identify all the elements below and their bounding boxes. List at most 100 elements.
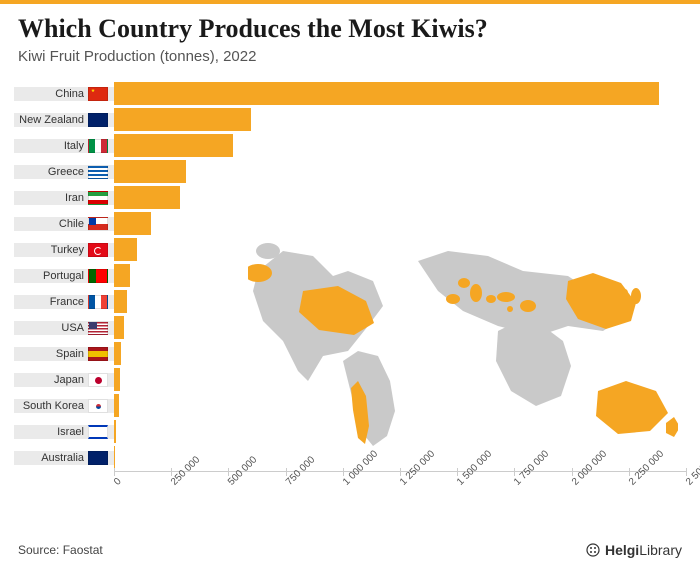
country-name: Japan (54, 374, 84, 386)
bar (114, 108, 251, 131)
flag-icon (88, 217, 108, 231)
bar-row: Spain (14, 341, 686, 366)
bar-row: Greece (14, 159, 686, 184)
bar (114, 186, 180, 209)
x-tick (343, 468, 344, 476)
flag-icon (88, 373, 108, 387)
bar (114, 316, 124, 339)
country-name: South Korea (23, 400, 84, 412)
x-tick (171, 468, 172, 476)
bar (114, 134, 233, 157)
flag-icon (88, 321, 108, 335)
flag-icon (88, 165, 108, 179)
x-tick (286, 468, 287, 476)
row-label: Spain (14, 347, 114, 361)
bar (114, 342, 121, 365)
country-name: Chile (59, 218, 84, 230)
bar-track (114, 341, 686, 366)
country-name: Israel (57, 426, 84, 438)
row-label: Turkey (14, 243, 114, 257)
flag-icon (88, 425, 108, 439)
country-name: Portugal (43, 270, 84, 282)
bar (114, 368, 120, 391)
row-label: Portugal (14, 269, 114, 283)
bar-row: Israel (14, 419, 686, 444)
country-name: USA (61, 322, 84, 334)
flag-icon (88, 113, 108, 127)
bar-track (114, 263, 686, 288)
flag-icon (88, 347, 108, 361)
bar-track (114, 393, 686, 418)
chart-title: Which Country Produces the Most Kiwis? (18, 14, 682, 44)
bar-track (114, 367, 686, 392)
bar (114, 290, 127, 313)
flag-icon (88, 295, 108, 309)
bar-track (114, 81, 686, 106)
bar (114, 212, 151, 235)
row-label: Chile (14, 217, 114, 231)
bar-track (114, 133, 686, 158)
x-tick (457, 468, 458, 476)
bar-track (114, 159, 686, 184)
bar (114, 446, 115, 469)
country-name: New Zealand (19, 114, 84, 126)
bar (114, 420, 116, 443)
bar-row: New Zealand (14, 107, 686, 132)
logo-icon (585, 542, 601, 558)
row-label: Israel (14, 425, 114, 439)
bar (114, 160, 186, 183)
flag-icon (88, 139, 108, 153)
bar-rows: China New Zealand Italy Greece Iran Chile Turk… (14, 81, 686, 470)
bar-track (114, 211, 686, 236)
bar-row: Japan (14, 367, 686, 392)
row-label: China (14, 87, 114, 101)
bar (114, 264, 130, 287)
bar-track (114, 107, 686, 132)
country-name: Italy (64, 140, 84, 152)
flag-icon (88, 269, 108, 283)
bar-track (114, 419, 686, 444)
logo: HelgiLibrary (585, 542, 682, 558)
bar-track (114, 315, 686, 340)
bar-row: Turkey (14, 237, 686, 262)
row-label: Iran (14, 191, 114, 205)
flag-icon (88, 243, 108, 257)
bar-row: Italy (14, 133, 686, 158)
country-name: Iran (65, 192, 84, 204)
country-name: Australia (41, 452, 84, 464)
x-tick-label: 0 (112, 476, 124, 488)
bar-row: USA (14, 315, 686, 340)
country-name: France (50, 296, 84, 308)
bar-row: France (14, 289, 686, 314)
flag-icon (88, 191, 108, 205)
bar-row: South Korea (14, 393, 686, 418)
bar-track (114, 237, 686, 262)
chart-subtitle: Kiwi Fruit Production (tonnes), 2022 (18, 48, 682, 65)
country-name: China (55, 88, 84, 100)
x-tick (629, 468, 630, 476)
row-label: Australia (14, 451, 114, 465)
bar (114, 394, 119, 417)
flag-icon (88, 399, 108, 413)
row-label: New Zealand (14, 113, 114, 127)
flag-icon (88, 451, 108, 465)
bar (114, 238, 137, 261)
bar-row: Iran (14, 185, 686, 210)
x-tick (572, 468, 573, 476)
row-label: Greece (14, 165, 114, 179)
country-name: Spain (56, 348, 84, 360)
bar-track (114, 185, 686, 210)
x-axis: 0250 000500 000750 0001 000 0001 250 000… (114, 471, 686, 521)
x-tick (686, 468, 687, 476)
bar-row: Chile (14, 211, 686, 236)
bar (114, 82, 659, 105)
bar-row: China (14, 81, 686, 106)
flag-icon (88, 87, 108, 101)
row-label: Japan (14, 373, 114, 387)
row-label: South Korea (14, 399, 114, 413)
chart-area: China New Zealand Italy Greece Iran Chile Turk… (14, 81, 686, 493)
country-name: Turkey (51, 244, 84, 256)
footer: Source: Faostat HelgiLibrary (18, 542, 682, 558)
logo-text: HelgiLibrary (605, 542, 682, 558)
row-label: France (14, 295, 114, 309)
